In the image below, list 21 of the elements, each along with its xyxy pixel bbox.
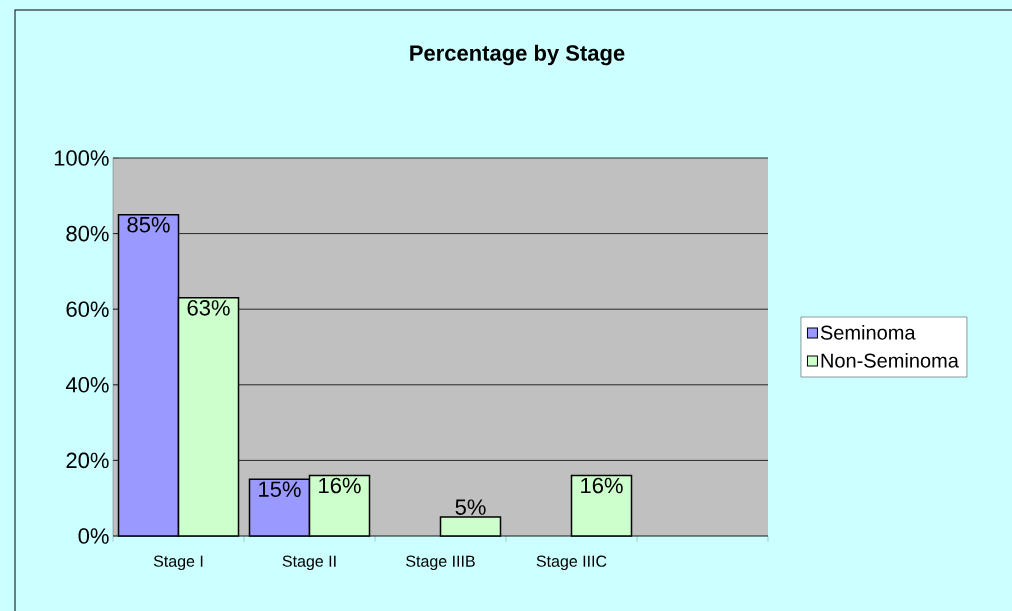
y-tick-label: 100%	[54, 150, 109, 166]
y-tick-label: 20%	[66, 452, 109, 469]
data-label: 15%	[259, 481, 301, 497]
data-label: 16%	[581, 477, 623, 494]
x-tick-label: Stage II	[282, 555, 336, 571]
x-tick-label: Stage IIIB	[406, 555, 475, 571]
y-tick-label: 80%	[66, 225, 109, 242]
data-label: 63%	[187, 300, 230, 316]
legend-label: Non-Seminoma	[821, 353, 959, 368]
x-tick-label: Stage IIIC	[536, 555, 607, 571]
data-label: 5%	[455, 499, 486, 515]
data-label: 85%	[127, 216, 170, 233]
data-label: 16%	[319, 477, 361, 494]
legend-label: Seminoma	[820, 325, 916, 340]
y-tick-label: 60%	[66, 301, 109, 317]
bar	[570, 474, 633, 537]
chart-title: Percentage by Stage	[410, 44, 625, 66]
y-tick-label: 40%	[65, 377, 109, 393]
bar	[439, 516, 502, 537]
y-tick-label: 0%	[78, 528, 109, 544]
x-tick-label: Stage I	[153, 555, 203, 571]
